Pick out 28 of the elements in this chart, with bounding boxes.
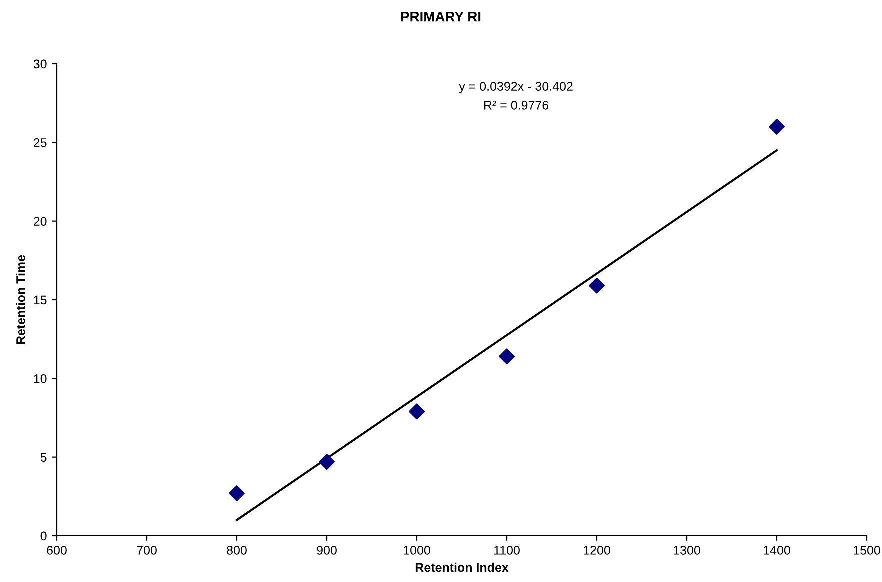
y-axis-title: Retention Time	[16, 255, 26, 344]
x-axis-title: Retention Index	[416, 562, 509, 572]
y-tick-label: 30	[34, 60, 47, 69]
y-tick-label: 0	[40, 532, 47, 541]
point	[589, 278, 605, 294]
y-tick-label: 25	[34, 138, 47, 148]
point	[409, 404, 425, 420]
annotation: R² = 0.9776	[484, 100, 549, 110]
point	[769, 118, 785, 135]
x-tick-label: 1400	[764, 546, 790, 555]
x-tick-label: 1300	[674, 546, 700, 555]
x-tick-label: 1500	[854, 546, 880, 555]
x-tick-label: 900	[317, 546, 337, 555]
x-tick-label: 600	[47, 546, 67, 555]
x-tick-label: 700	[137, 546, 157, 555]
point	[229, 486, 245, 502]
chart-title: PRIMARY RI	[401, 12, 481, 22]
y-tick-label: 10	[34, 374, 47, 384]
x-tick-label: 1200	[584, 546, 610, 555]
point	[499, 348, 515, 365]
x-tick-label: 800	[227, 546, 247, 555]
y-tick-label: 20	[34, 217, 47, 226]
x-tick-label: 1100	[494, 546, 520, 555]
annotation: y = 0.0392x - 30.402	[459, 82, 573, 94]
x-tick-label: 1000	[404, 546, 430, 555]
point	[319, 454, 335, 470]
y-tick-label: 5	[40, 453, 47, 462]
y-tick-label: 15	[34, 296, 47, 305]
